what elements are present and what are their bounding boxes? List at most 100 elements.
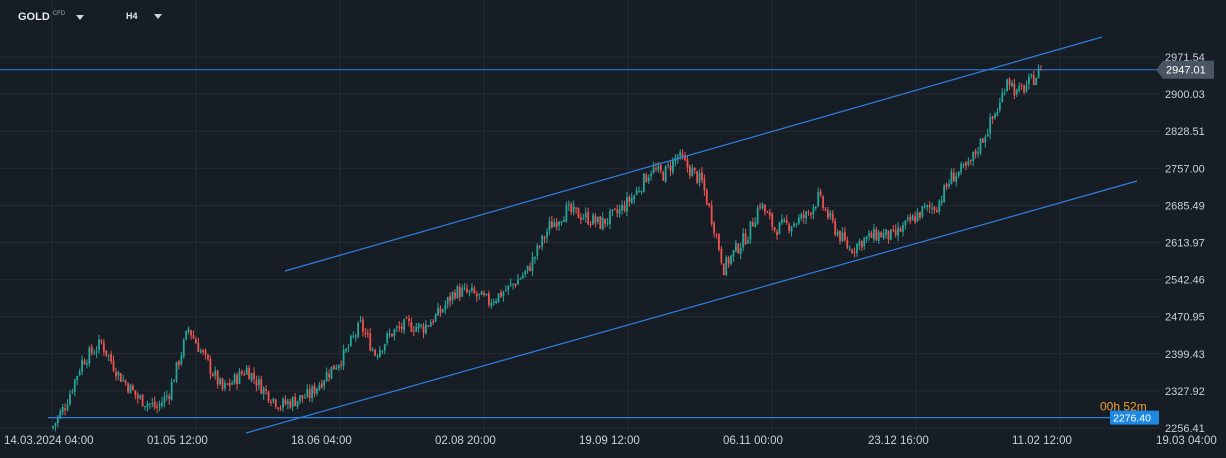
candle-body [967,161,970,165]
candle-body [209,358,212,374]
chevron-down-icon[interactable] [76,14,85,20]
candle-body [144,406,146,408]
candle-body [536,245,539,256]
candle-body [749,221,752,240]
candle-body [754,222,757,228]
candle-body [500,291,502,297]
candle-body [514,284,517,286]
candle-body [817,191,820,207]
candle-body [875,229,878,241]
level-price-tag [1110,410,1159,425]
candle-body [768,212,771,216]
candle-body [231,382,234,385]
chevron-down-icon[interactable] [153,13,162,19]
candle-body [284,399,287,405]
candle-body [737,243,740,254]
candle-body [427,325,430,327]
candle-body [383,344,386,351]
candle-body [243,373,246,375]
candle-body [214,370,217,376]
candle-body [1027,76,1030,85]
candle-body [471,287,473,291]
candle-body [517,279,519,285]
candle-body [495,300,498,303]
candle-body [824,209,827,211]
candle-body [688,166,691,176]
timeframe-selector[interactable]: H4 [126,11,162,21]
candle-body [441,309,444,312]
candle-body [437,307,439,316]
candle-body [979,138,982,154]
candle-body [681,153,684,158]
candle-body [909,217,912,222]
candle-body [870,232,873,238]
candle-body [333,365,335,370]
candle-body [136,394,139,399]
candle-body [204,350,207,355]
candle-body [565,205,568,222]
candle-body [485,293,488,295]
candle-body [538,246,541,248]
candle-body [567,204,570,206]
candle-body [173,380,175,383]
candle-body [795,223,798,225]
x-tick-label: 06.11 00:00 [723,435,783,447]
candle-body [352,335,355,337]
candle-body [679,152,682,157]
candle-body [788,224,791,231]
candle-body [693,167,696,171]
candle-body [897,227,900,236]
candle-body [202,350,205,352]
candle-body [468,290,471,293]
candle-body [626,197,628,212]
candle-body [502,292,505,297]
candle-body [357,322,360,338]
candle-body [887,230,890,240]
candle-body [521,275,524,279]
symbol-name: GOLD [18,11,50,23]
candle-body [371,349,374,351]
candle-body [475,293,478,297]
candle-body [487,293,490,305]
candle-body [100,340,103,343]
candle-body [623,205,626,211]
candle-body [52,426,54,429]
candle-body [64,408,67,411]
candle-body [330,366,333,379]
x-tick-label: 01.05 12:00 [147,435,208,447]
candle-body [178,361,180,366]
candle-body [478,293,481,295]
candle-body [628,197,631,202]
candle-body [732,250,735,257]
candle-body [526,265,529,271]
candle-body [432,320,435,323]
candle-body [892,229,895,231]
candle-body [785,219,788,224]
candle-body [260,379,263,394]
candle-body [105,350,108,356]
candle-body [1008,78,1011,85]
candle-body [1011,82,1013,87]
candle-body [710,205,713,224]
candle-body [1037,68,1040,78]
candle-body [1015,89,1018,95]
candle-body [366,332,369,335]
x-tick-label: 19.09 12:00 [579,435,640,447]
candle-body [780,219,783,223]
candle-body [1001,92,1004,103]
candle-body [61,407,64,413]
candle-body [318,384,321,390]
candle-body [698,172,701,183]
candle-body [533,256,536,259]
candle-body [182,339,185,357]
candle-body [596,216,599,222]
symbol-selector[interactable]: GOLD CFD [18,11,85,23]
candle-body [805,211,808,219]
candle-body [955,176,958,182]
candle-body [921,206,924,217]
candle-body [667,164,669,166]
candle-body [984,136,987,143]
candle-body [541,235,544,247]
candle-body [303,397,306,399]
